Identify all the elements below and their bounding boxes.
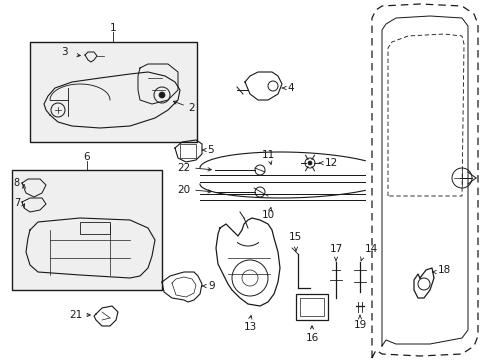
- Text: 5: 5: [206, 145, 213, 155]
- Text: 11: 11: [261, 150, 274, 160]
- Text: 7: 7: [14, 198, 20, 208]
- Text: 9: 9: [207, 281, 214, 291]
- Text: 15: 15: [288, 232, 301, 242]
- Circle shape: [307, 161, 311, 165]
- Text: 20: 20: [177, 185, 190, 195]
- Text: 1: 1: [109, 23, 116, 33]
- Bar: [30, 42, 197, 142]
- Text: 19: 19: [353, 320, 366, 330]
- Bar: [299, 298, 324, 316]
- Text: 17: 17: [329, 244, 342, 254]
- Text: 12: 12: [325, 158, 338, 168]
- Text: 16: 16: [305, 333, 318, 343]
- Text: 8: 8: [14, 178, 20, 188]
- Bar: [295, 294, 327, 320]
- Text: 3: 3: [61, 47, 68, 57]
- Text: 10: 10: [261, 210, 274, 220]
- Bar: [12, 170, 162, 290]
- Text: 4: 4: [286, 83, 293, 93]
- Text: 13: 13: [243, 322, 256, 332]
- Text: 14: 14: [364, 244, 378, 254]
- Text: 18: 18: [437, 265, 450, 275]
- Bar: [80, 222, 110, 234]
- Text: 22: 22: [176, 163, 190, 173]
- Text: 6: 6: [83, 152, 90, 162]
- Text: 2: 2: [187, 103, 194, 113]
- Bar: [180, 144, 196, 158]
- Circle shape: [159, 92, 164, 98]
- Text: 21: 21: [69, 310, 82, 320]
